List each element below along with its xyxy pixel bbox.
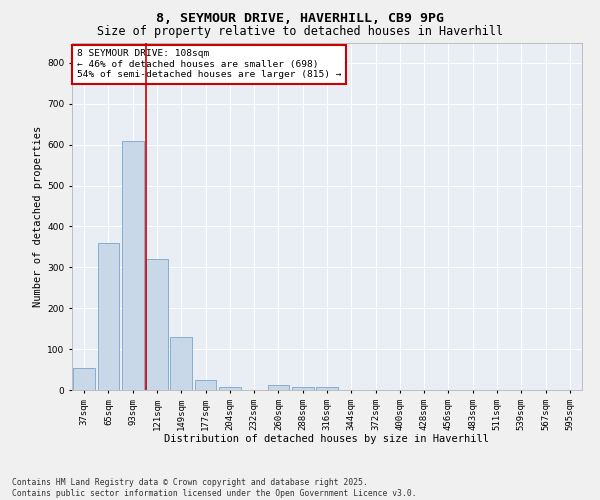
Bar	[292, 386, 314, 390]
Bar	[146, 259, 168, 390]
Bar	[268, 385, 289, 390]
Text: 8 SEYMOUR DRIVE: 108sqm
← 46% of detached houses are smaller (698)
54% of semi-d: 8 SEYMOUR DRIVE: 108sqm ← 46% of detache…	[77, 50, 341, 79]
Text: Contains HM Land Registry data © Crown copyright and database right 2025.
Contai: Contains HM Land Registry data © Crown c…	[12, 478, 416, 498]
Y-axis label: Number of detached properties: Number of detached properties	[33, 126, 43, 307]
Bar	[316, 386, 338, 390]
Text: 8, SEYMOUR DRIVE, HAVERHILL, CB9 9PG: 8, SEYMOUR DRIVE, HAVERHILL, CB9 9PG	[156, 12, 444, 26]
Bar	[219, 386, 241, 390]
Text: Size of property relative to detached houses in Haverhill: Size of property relative to detached ho…	[97, 25, 503, 38]
X-axis label: Distribution of detached houses by size in Haverhill: Distribution of detached houses by size …	[164, 434, 490, 444]
Bar	[170, 337, 192, 390]
Bar	[122, 140, 143, 390]
Bar	[97, 243, 119, 390]
Bar	[73, 368, 95, 390]
Bar	[194, 380, 217, 390]
